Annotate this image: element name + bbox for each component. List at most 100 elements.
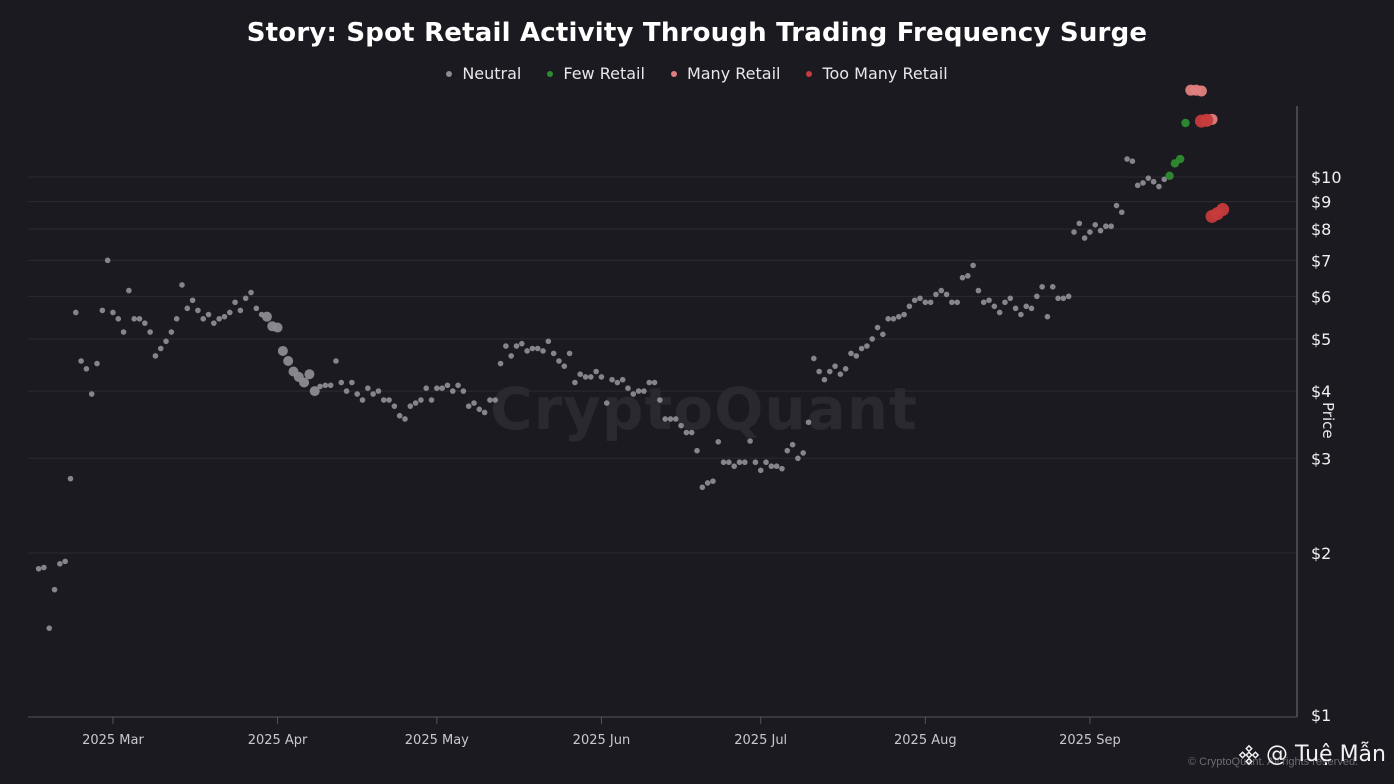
data-point-neutral [646, 379, 653, 386]
data-point-neutral [407, 403, 414, 409]
data-point-neutral [120, 329, 127, 335]
data-point-neutral [795, 455, 801, 462]
data-point-neutral [821, 376, 828, 383]
data-point-neutral [641, 388, 647, 394]
data-point-neutral [853, 353, 860, 359]
data-point-neutral [1049, 284, 1056, 290]
y-tick-label: $9 [1311, 193, 1331, 212]
data-point-neutral [338, 379, 345, 386]
x-tick-label: 2025 Apr [248, 733, 308, 748]
legend-label: Few Retail [563, 64, 645, 83]
data-point-neutral [455, 382, 461, 389]
data-point-neutral [168, 329, 175, 335]
data-point-neutral [630, 391, 637, 397]
y-tick-label: $4 [1311, 382, 1331, 401]
data-point-neutral [333, 358, 339, 364]
data-point-neutral [980, 299, 987, 306]
data-point-neutral [439, 385, 445, 391]
data-point-neutral [110, 309, 116, 316]
data-point-neutral [1103, 223, 1109, 230]
data-point-neutral [242, 295, 249, 302]
data-point-neutral [779, 465, 785, 472]
data-point-neutral [402, 416, 408, 422]
data-point-neutral [1028, 305, 1035, 312]
data-point-neutral [927, 299, 934, 306]
data-point-neutral [965, 273, 971, 279]
data-point-neutral [588, 374, 594, 380]
data-point-neutral [88, 391, 95, 397]
legend-item-few-retail[interactable]: Few Retail [547, 64, 645, 83]
legend-item-neutral[interactable]: Neutral [446, 64, 521, 83]
data-point-neutral [221, 313, 228, 320]
data-point-neutral [343, 388, 350, 394]
data-point-neutral [715, 438, 722, 445]
legend-marker-icon [806, 70, 813, 77]
data-point-neutral [1039, 284, 1045, 290]
data-point-neutral [131, 316, 137, 322]
data-point-neutral [449, 388, 456, 394]
data-point-neutral [304, 369, 315, 380]
data-point-neutral [651, 379, 658, 386]
data-point-neutral [359, 397, 366, 403]
data-point-neutral [309, 386, 320, 397]
data-point-neutral [1145, 175, 1152, 181]
data-point-neutral [996, 309, 1003, 316]
legend-item-many-retail[interactable]: Many Retail [670, 64, 781, 83]
data-point-neutral [688, 429, 695, 436]
data-point-neutral [880, 331, 886, 338]
data-point-neutral [1055, 295, 1061, 302]
data-point-few-retail [1165, 171, 1174, 181]
data-point-neutral [864, 343, 870, 349]
legend-marker-icon [446, 70, 453, 77]
data-point-neutral [726, 459, 732, 466]
data-point-too-many-retail [1200, 113, 1214, 127]
data-point-neutral [731, 463, 737, 470]
data-point-neutral [911, 297, 918, 304]
data-point-neutral [561, 363, 568, 369]
data-point-neutral [147, 329, 153, 335]
x-tick-label: 2025 Jul [734, 733, 787, 748]
data-point-neutral [603, 400, 610, 406]
data-point-neutral [991, 303, 998, 310]
legend-label: Too Many Retail [822, 64, 948, 83]
data-point-neutral [503, 343, 509, 349]
data-point-neutral [657, 397, 663, 403]
data-point-neutral [211, 320, 217, 326]
data-point-neutral [391, 403, 398, 409]
data-point-neutral [784, 447, 791, 454]
data-point-neutral [317, 383, 323, 390]
y-tick-label: $10 [1311, 168, 1342, 187]
data-point-neutral [216, 316, 222, 322]
data-point-neutral [789, 441, 796, 448]
data-point-neutral [1076, 220, 1083, 227]
data-point-neutral [959, 274, 966, 281]
data-point-neutral [720, 459, 727, 466]
data-point-neutral [272, 322, 283, 333]
x-axis: 2025 Mar 2025 Apr 2025 May 2025 Jun 2025 Jul… [28, 716, 1297, 748]
data-point-neutral [375, 388, 382, 394]
data-point-neutral [816, 368, 822, 375]
data-point-neutral [1002, 299, 1008, 306]
data-point-neutral [1034, 293, 1040, 300]
legend-item-too-many-retail[interactable]: Too Many Retail [806, 64, 948, 83]
data-point-neutral [142, 320, 148, 326]
data-point-neutral [906, 303, 913, 310]
data-point-neutral [232, 299, 238, 306]
data-point-neutral [1081, 235, 1088, 241]
data-point-neutral [582, 374, 589, 380]
data-point-neutral [593, 368, 599, 375]
data-point-neutral [205, 311, 212, 318]
data-point-neutral [1044, 313, 1051, 320]
data-point-neutral [986, 297, 992, 304]
data-point-neutral [736, 459, 743, 466]
data-point-neutral [189, 297, 196, 304]
data-point-neutral [598, 374, 605, 380]
data-point-neutral [848, 350, 854, 357]
data-point-neutral [226, 309, 233, 316]
data-point-neutral [832, 363, 838, 369]
data-point-neutral [635, 388, 642, 394]
legend-label: Many Retail [686, 64, 781, 83]
data-point-neutral [540, 348, 546, 354]
x-tick-label: 2025 Aug [894, 733, 957, 748]
